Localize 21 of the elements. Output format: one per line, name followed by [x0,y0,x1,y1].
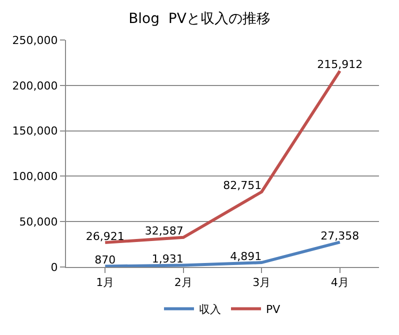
legend-label: PV [266,303,281,316]
legend-label: 収入 [199,303,221,316]
y-tick-label: 50,000 [19,215,58,228]
chart-title: Blog PVと収入の推移 [128,11,270,28]
x-tick-label: 4月 [330,276,349,290]
data-label: 870 [94,253,116,266]
y-tick-label: 150,000 [12,124,58,138]
data-label: 1,931 [152,252,184,266]
data-label: 82,751 [223,179,262,192]
data-label: 4,891 [230,250,262,263]
y-tick-label: 250,000 [12,34,58,47]
y-tick-label: 0 [50,260,58,274]
x-tick-label: 1月 [96,276,114,290]
data-label: 215,912 [317,58,363,72]
data-label: 27,358 [320,229,360,242]
x-tick-label: 2月 [174,276,192,290]
data-label: 32,587 [144,224,184,238]
y-tick-label: 100,000 [12,170,58,184]
data-label: 26,921 [86,230,124,243]
x-tick-label: 3月 [252,276,271,290]
y-tick-label: 200,000 [12,79,58,92]
